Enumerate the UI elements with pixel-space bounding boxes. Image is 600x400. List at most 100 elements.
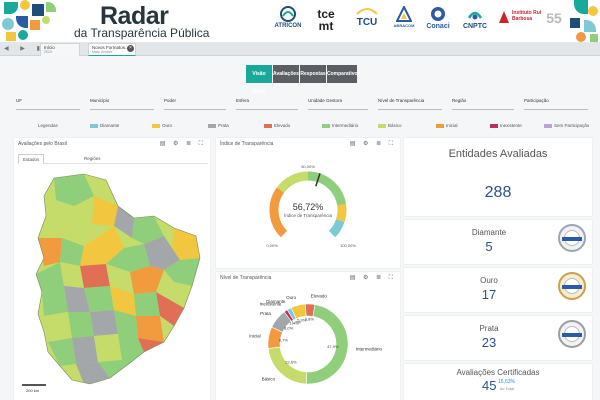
brand-subtitle: da Transparência Pública xyxy=(74,26,210,40)
legend-item-inexistente: Inexistente xyxy=(490,123,522,128)
donut-category-label: Básico xyxy=(262,377,276,382)
donut-category-label: Inexistente xyxy=(260,302,282,307)
filter-bar: UF Município Poder Esfera Unidade Gestor… xyxy=(16,98,588,112)
gauge-mid-label: 50,00% xyxy=(301,164,315,169)
gauge-value: 56,72% xyxy=(293,202,324,212)
atricon-logo-icon: ATRICON xyxy=(274,6,302,29)
site-header: Radar da Transparência Pública ATRICON t… xyxy=(0,0,600,42)
certified-value: 45 xyxy=(482,378,497,393)
gauge-max-label: 100,00% xyxy=(340,243,356,248)
gauge-min-label: 0,00% xyxy=(266,243,278,248)
entities-title: Entidades Avaliadas xyxy=(448,148,548,160)
silver-seal-icon xyxy=(558,320,586,348)
map-scale: 200 km xyxy=(26,388,40,393)
entities-total: 288 xyxy=(484,184,512,201)
card-toolbar[interactable]: ▤ ⚙ ≣ ⛶ xyxy=(159,141,206,147)
irb-logo-icon: Instituto Rui Barbosa xyxy=(498,10,542,24)
abracom-logo-icon: ABRACOM xyxy=(392,6,416,28)
certified-title: Avaliações Certificadas xyxy=(456,368,540,377)
dashboard-content: Visão Geral Avaliações Respostas Compara… xyxy=(0,56,600,400)
donut-card: Nível de Transparência ▤ ⚙ ≣ ⛶ 47,9% Inte… xyxy=(216,272,400,400)
tab-comparativos[interactable]: Comparativos xyxy=(327,65,360,83)
tab-visao-geral[interactable]: Visão Geral xyxy=(246,65,272,95)
donut-category-label: Inicial xyxy=(249,334,261,339)
stat-card-ouro[interactable]: Ouro 17 xyxy=(404,268,592,312)
nav-arrows-icon[interactable]: ◀ ▶ ▮ xyxy=(4,46,45,52)
legend-item-ouro: Ouro xyxy=(152,123,172,128)
donut-card-title: Nível de Transparência xyxy=(220,275,272,281)
svg-text:TCU: TCU xyxy=(357,17,378,28)
donut-value-label: 8,0% xyxy=(284,326,294,331)
donut-value-label: 8,7% xyxy=(279,337,289,342)
gauge-card-title: Índice de Transparência xyxy=(220,141,274,147)
tab-inicio[interactable]: Início 2024 xyxy=(40,43,80,56)
certified-card[interactable]: Avaliações Certificadas 45 15,63% do Tot… xyxy=(404,364,592,400)
gauge-needle xyxy=(315,173,321,187)
gauge-segment-4 xyxy=(328,218,345,238)
tcu-logo-icon: TCU xyxy=(354,6,380,28)
certified-subtext: do Total xyxy=(500,386,514,391)
map-subtabs: Estados Regiões xyxy=(18,154,208,164)
donut-slice-elevado[interactable] xyxy=(305,303,316,317)
donut-category-label: Intermediário xyxy=(356,347,383,352)
legend-title: Legendas xyxy=(38,123,58,128)
filter-unidade-gestora[interactable]: Unidade Gestora xyxy=(308,98,368,112)
tab-estados[interactable]: Estados xyxy=(18,154,45,164)
legend-item-elevado: Elevado xyxy=(264,123,290,128)
gauge-card: Índice de Transparência ▤ ⚙ ≣ ⛶ 56,72% Í… xyxy=(216,138,400,268)
mato-grosso-map[interactable] xyxy=(14,166,210,396)
filter-nivel-transparencia[interactable]: Nível de Transparência xyxy=(378,98,442,112)
donut-value-label: 5,9% xyxy=(297,317,307,322)
entities-total-card: Entidades Avaliadas 288 xyxy=(404,138,592,216)
close-tab-icon[interactable]: × xyxy=(127,45,134,52)
donut-value-label: 47,9% xyxy=(327,344,339,349)
cnptc-logo-icon: CNPTC xyxy=(460,6,490,30)
tab-respostas[interactable]: Respostas xyxy=(300,65,326,83)
conaci-logo-icon: Conaci xyxy=(424,6,452,30)
filter-esfera[interactable]: Esfera xyxy=(236,98,298,112)
diamond-seal-icon xyxy=(558,224,586,252)
legend-item-sem-participacao: Sem Participação xyxy=(544,123,589,128)
donut-value-label: 22,6% xyxy=(285,360,297,365)
legend-item-diamante: Diamante xyxy=(90,123,119,128)
gold-seal-icon xyxy=(558,272,586,300)
legend-item-prata: Prata xyxy=(208,123,229,128)
donut-value-label: 1,7% xyxy=(292,319,302,324)
filter-regiao[interactable]: Região xyxy=(452,98,514,112)
gauge-segment-0 xyxy=(269,187,288,238)
card-toolbar[interactable]: ▤ ⚙ ≣ ⛶ xyxy=(349,141,396,147)
gauge-segment-1 xyxy=(276,171,309,193)
anniversary-logo-icon: 55 xyxy=(546,10,562,26)
transparency-donut-chart[interactable]: 47,9% Intermediário 22,6% Básico 8,7% Inicial… xyxy=(216,286,400,400)
certified-percent: 15,63% xyxy=(498,379,515,385)
filter-participacao[interactable]: Participação xyxy=(524,98,588,112)
map-card-title: Avaliações pelo Brasil xyxy=(18,141,67,147)
page-tab-strip: ◀ ▶ ▮ Início 2024 Novos Formatos... Mato G… xyxy=(0,42,600,56)
tab-regioes[interactable]: Regiões xyxy=(84,156,101,161)
legend-item-inicial: Inicial xyxy=(436,123,458,128)
donut-category-label: Ouro xyxy=(286,295,297,300)
gauge-caption: Índice de Transparência xyxy=(284,212,333,218)
filter-municipio[interactable]: Município xyxy=(90,98,154,112)
filter-poder[interactable]: Poder xyxy=(164,98,226,112)
card-toolbar[interactable]: ▤ ⚙ ≣ ⛶ xyxy=(349,275,396,281)
legend-item-basico: Básico xyxy=(378,123,402,128)
transparency-gauge: 56,72% Índice de Transparência 0,00% 50,… xyxy=(266,164,356,248)
legend-item-intermediario: Intermediário xyxy=(322,123,358,128)
donut-value-label: 3,8% xyxy=(305,317,315,322)
brand-title[interactable]: Radar xyxy=(100,2,169,30)
gauge-segment-2 xyxy=(307,171,347,206)
donut-category-label: Diamante xyxy=(266,299,286,304)
tab-avaliacoes[interactable]: Avaliações xyxy=(273,65,299,83)
gauge-segment-3 xyxy=(335,203,347,222)
donut-value-label: 1,4% xyxy=(290,321,300,326)
filter-uf[interactable]: UF xyxy=(16,98,80,112)
donut-category-label: Prata xyxy=(260,311,271,316)
stat-card-prata[interactable]: Prata 23 xyxy=(404,316,592,360)
stat-card-diamante[interactable]: Diamante 5 xyxy=(404,220,592,264)
header-decoration-left xyxy=(0,0,70,42)
header-decoration-right xyxy=(566,0,600,42)
donut-category-label: Elevado xyxy=(311,294,328,299)
tab-novos-formatos[interactable]: Novos Formatos... Mato Grosso xyxy=(88,43,136,56)
tce-mt-logo-icon: tce mt xyxy=(317,7,335,33)
